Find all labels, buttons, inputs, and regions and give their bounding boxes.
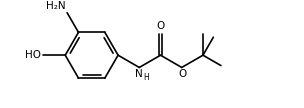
Text: H₂N: H₂N <box>46 1 65 11</box>
Text: HO: HO <box>25 50 41 60</box>
Text: O: O <box>178 69 187 79</box>
Text: H: H <box>143 73 149 82</box>
Text: N: N <box>135 69 143 79</box>
Text: O: O <box>156 21 165 31</box>
